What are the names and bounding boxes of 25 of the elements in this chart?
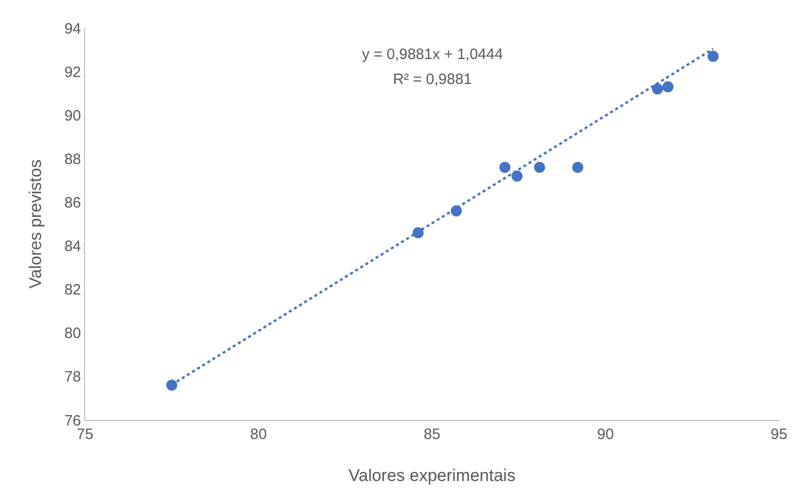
x-tick-label: 85 [424, 426, 440, 443]
y-tick-label: 88 [64, 150, 81, 168]
point [652, 83, 664, 94]
point [708, 50, 719, 62]
point [662, 81, 674, 92]
y-tick-label: 94 [64, 20, 81, 38]
point [572, 162, 584, 173]
point [512, 170, 523, 182]
annotation: R² = 0,9881 [393, 71, 472, 88]
y-tick-label: 84 [64, 238, 81, 256]
x-axis-title: Valores experimentais [348, 466, 516, 485]
y-axis-title: Valores previstos [26, 159, 45, 289]
annotation: y = 0,9881x + 1,0444 [362, 46, 503, 63]
y-tick-label: 82 [64, 282, 81, 299]
point [499, 162, 510, 173]
y-tick-label: 90 [64, 107, 81, 124]
point [166, 380, 178, 391]
y-tick-label: 92 [64, 64, 81, 81]
x-tick-label: 80 [250, 426, 267, 443]
x-tick-label: 90 [597, 426, 614, 443]
y-tick-label: 78 [64, 368, 81, 386]
y-tick-label: 86 [64, 194, 81, 212]
y-tick-label: 80 [64, 325, 81, 342]
x-tick-label: 95 [770, 426, 788, 443]
point [534, 162, 546, 173]
